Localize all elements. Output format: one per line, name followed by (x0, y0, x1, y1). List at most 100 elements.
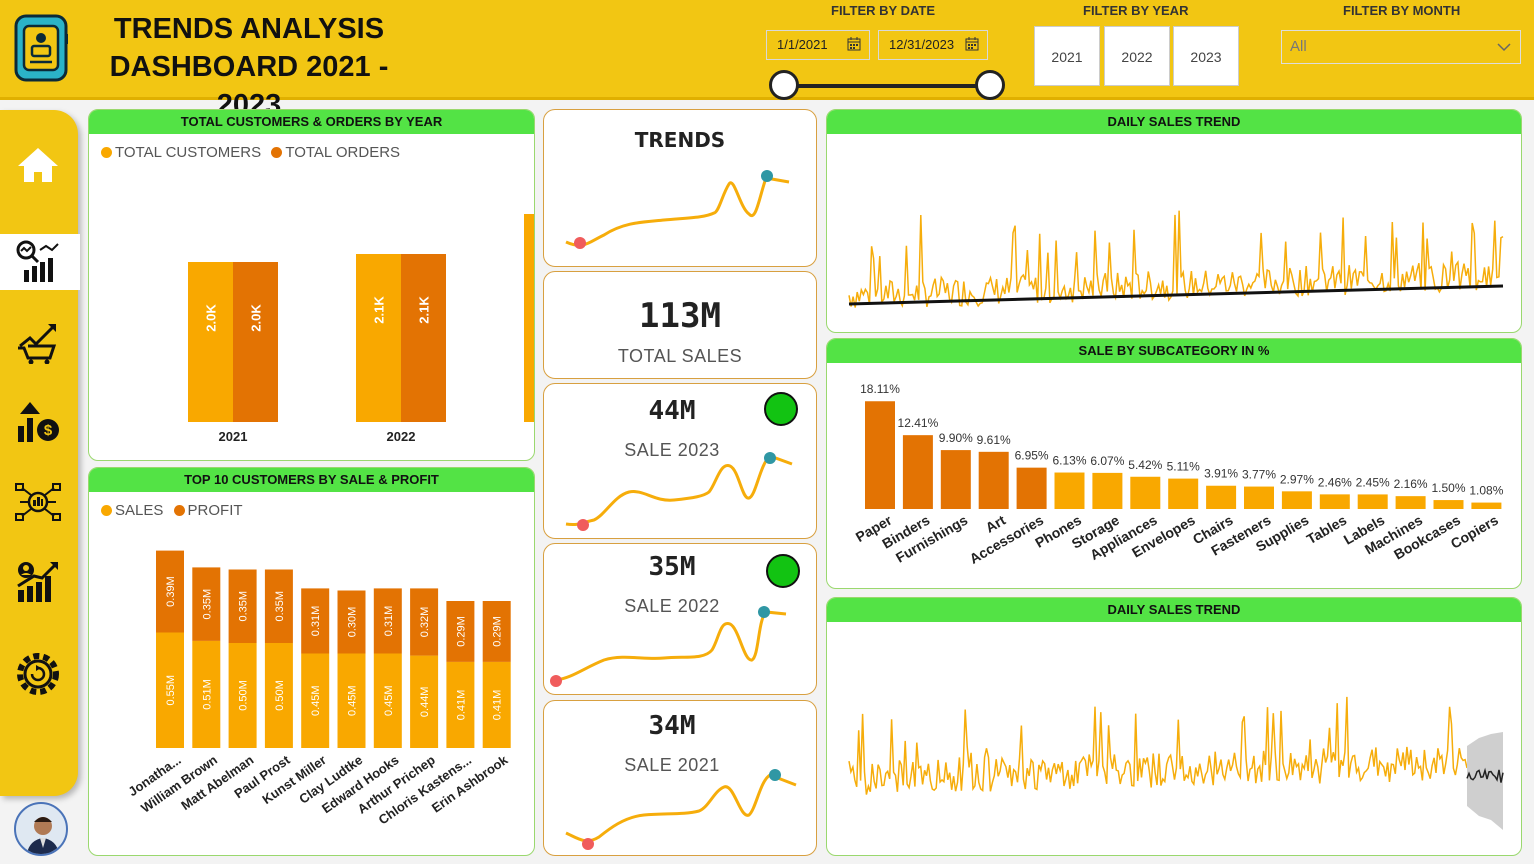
bar-subcategory (1206, 485, 1237, 509)
trend-start-point (582, 838, 594, 850)
user-avatar[interactable] (14, 802, 68, 856)
filter-date-label: FILTER BY DATE (831, 3, 935, 18)
forecast-line (1466, 767, 1504, 783)
bar-total-customers (524, 214, 534, 422)
legend-profit: PROFIT (187, 502, 243, 519)
person-growth-icon (17, 562, 58, 602)
bar-profit-label: 0.39M (165, 576, 177, 607)
month-select-value: All (1290, 38, 1307, 55)
daily-sales-trend-title-2: DAILY SALES TREND (827, 598, 1521, 622)
bar-subcategory (1357, 494, 1388, 509)
daily-sales-trend-chart-2 (848, 696, 1504, 830)
nav-item-network-chart[interactable] (0, 474, 80, 530)
date-start-input[interactable]: 1/1/2021 (766, 30, 870, 60)
bar-sales-label: 0.41M (492, 690, 504, 721)
bar-sales-label: 0.51M (201, 679, 213, 710)
bar-profit (337, 590, 366, 654)
bar-sales-label: 0.50M (274, 680, 286, 711)
bar-value-label: 3.77% (1242, 468, 1276, 482)
bar-total-orders (233, 262, 278, 422)
date-slider-end-handle[interactable] (975, 70, 1005, 100)
bar-value-label: 2.1K (417, 296, 432, 324)
bar-profit-label: 0.31M (383, 606, 395, 637)
daily-sales-trend-chart-1 (848, 210, 1504, 308)
sale-2022-card: 35M SALE 2022 (543, 543, 817, 695)
top-customers-card: TOP 10 CUSTOMERS BY SALE & PROFIT SALES … (88, 467, 535, 856)
robot-logo-icon (14, 14, 68, 82)
bar-value-label: 3.91% (1204, 467, 1238, 481)
daily-sales-trend-title-1: DAILY SALES TREND (827, 110, 1521, 134)
bar-value-label: 2.1K (372, 296, 387, 324)
bar-sales (446, 661, 475, 748)
trend-start-point (574, 237, 586, 249)
legend-dot-profit (173, 505, 185, 516)
date-slider-start-handle[interactable] (769, 70, 799, 100)
customers-orders-card: TOTAL CUSTOMERS & ORDERS BY YEAR TOTAL C… (88, 109, 535, 461)
bar-profit (373, 588, 402, 654)
sale-2021-card: 34M SALE 2021 (543, 700, 817, 856)
subcategory-label: Tables (1304, 512, 1350, 548)
status-indicator-2022 (766, 554, 800, 588)
daily-sales-line (848, 696, 1468, 795)
bar-subcategory (1471, 502, 1502, 509)
legend-orders: TOTAL ORDERS (285, 144, 401, 161)
date-slider-track[interactable] (784, 84, 990, 88)
bar-sales (156, 632, 184, 748)
nav-item-money-growth[interactable]: $ (0, 394, 80, 450)
year-button-2023[interactable]: 2023 (1173, 26, 1239, 86)
sale-2022-sparkline (550, 606, 787, 687)
bar-sales-label: 0.50M (238, 680, 250, 711)
calendar-icon[interactable] (847, 37, 861, 51)
sale-2022-value: 35M (648, 552, 696, 582)
total-sales-value: 113M (639, 296, 721, 336)
sale-2023-value: 44M (648, 396, 696, 426)
bar-profit (482, 601, 511, 662)
header-bar: TRENDS ANALYSIS DASHBOARD 2021 - 2023 FI… (0, 0, 1534, 121)
trend-start-point (550, 675, 562, 687)
sale-2023-label: SALE 2023 (624, 440, 720, 460)
bar-profit-label: 0.30M (347, 607, 359, 638)
legend-dot-sales (101, 505, 112, 516)
filter-year-label: FILTER BY YEAR (1083, 3, 1189, 18)
nav-item-person-growth[interactable] (0, 554, 80, 610)
bar-subcategory (1092, 472, 1123, 509)
customers-orders-legend: TOTAL CUSTOMERS TOTAL ORDERS (101, 144, 400, 161)
nav-item-settings[interactable] (0, 646, 80, 702)
bar-profit-label: 0.35M (201, 589, 213, 620)
money-growth-icon: $ (18, 402, 59, 442)
bar-sales-label: 0.45M (310, 685, 322, 716)
network-chart-icon (15, 483, 61, 521)
calendar-icon[interactable] (965, 37, 979, 51)
nav-item-growth-cart[interactable] (0, 314, 80, 370)
bar-profit (301, 588, 330, 654)
trend-end-point (761, 170, 773, 182)
subcategory-card: SALE BY SUBCATEGORY IN % 18.11% Paper 12.4… (826, 338, 1522, 589)
legend-dot-orders (271, 147, 283, 158)
bar-value-label: 2.46% (1318, 475, 1352, 489)
month-select[interactable]: All (1281, 30, 1521, 64)
bar-profit-label: 0.29M (455, 616, 467, 647)
bar-value-label: 12.41% (898, 416, 939, 430)
bar-profit (410, 588, 439, 656)
date-start-value: 1/1/2021 (777, 37, 828, 52)
bar-sales (192, 640, 221, 748)
top-customers-legend: SALES PROFIT (101, 502, 243, 519)
bar-subcategory (1319, 494, 1350, 509)
bar-sales (482, 661, 511, 748)
nav-item-home[interactable] (0, 138, 80, 194)
year-button-2022[interactable]: 2022 (1104, 26, 1170, 86)
chevron-down-icon (1497, 43, 1511, 52)
bar-profit-label: 0.35M (238, 591, 250, 622)
bar-value-label: 1.50% (1431, 481, 1465, 495)
bar-profit-label: 0.29M (492, 616, 504, 647)
bar-value-label: 2.0K (249, 304, 264, 332)
year-button-2021[interactable]: 2021 (1034, 26, 1100, 86)
x-axis-label: 2022 (387, 429, 416, 444)
bar-profit (446, 601, 475, 662)
nav-item-analytics[interactable] (0, 234, 80, 290)
date-end-input[interactable]: 12/31/2023 (878, 30, 988, 60)
status-indicator-2023 (764, 392, 798, 426)
bar-sales (373, 653, 402, 748)
filter-month-label: FILTER BY MONTH (1343, 3, 1461, 18)
